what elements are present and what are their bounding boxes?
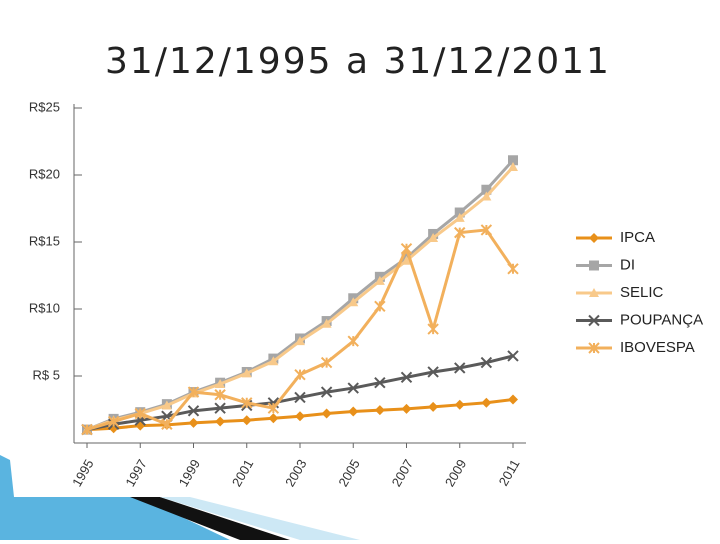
- series-line: [86, 159, 515, 431]
- series: [81, 224, 519, 436]
- x-tick-label: 2003: [282, 457, 309, 490]
- x-tick-label: 1997: [122, 457, 149, 490]
- marker: [241, 397, 253, 409]
- marker: [401, 255, 412, 265]
- x-tick-label: 1995: [69, 457, 96, 490]
- marker: [374, 275, 385, 285]
- marker: [454, 226, 466, 239]
- marker: [480, 356, 493, 369]
- series: [82, 161, 518, 434]
- marker: [508, 394, 518, 405]
- y-tick-label: R$20: [29, 166, 60, 181]
- marker: [295, 336, 305, 346]
- legend-marker: [588, 314, 600, 327]
- series-line: [86, 165, 515, 432]
- series-line: [86, 228, 515, 432]
- y-tick-label: R$ 5: [33, 367, 60, 382]
- swoosh-dark: [130, 497, 290, 540]
- legend-label: IBOVESPA: [620, 339, 695, 356]
- marker: [454, 362, 466, 374]
- decoration: [0, 455, 360, 540]
- legend-label: SELIC: [620, 284, 664, 301]
- legend-marker: [589, 260, 599, 271]
- marker: [134, 407, 146, 420]
- chart-title: 31/12/1995 a 31/12/2011: [105, 41, 611, 82]
- x-tick-label: 2009: [442, 457, 469, 490]
- marker: [268, 356, 279, 366]
- marker: [214, 389, 226, 401]
- marker: [481, 184, 492, 195]
- series: [82, 155, 518, 435]
- marker: [187, 405, 200, 417]
- marker: [294, 391, 306, 404]
- legend-label: DI: [620, 256, 635, 273]
- marker: [454, 399, 465, 410]
- marker: [161, 418, 173, 430]
- marker: [427, 366, 439, 378]
- marker: [107, 415, 120, 428]
- y-tick-label: R$25: [29, 99, 60, 114]
- y-tick-label: R$10: [29, 300, 60, 315]
- x-tick-label: 2007: [389, 457, 416, 490]
- marker: [481, 191, 492, 201]
- legend-label: POUPANÇA: [620, 311, 703, 328]
- legend-marker: [589, 288, 599, 297]
- marker: [321, 318, 332, 328]
- marker: [267, 402, 280, 414]
- marker: [294, 368, 306, 381]
- marker: [81, 423, 93, 436]
- marker: [268, 413, 279, 424]
- legend-marker: [589, 233, 599, 243]
- x-tick-label: 2011: [496, 457, 523, 489]
- legend-marker: [588, 342, 600, 354]
- marker: [241, 368, 252, 378]
- marker: [428, 232, 439, 242]
- marker: [188, 417, 199, 428]
- marker: [320, 356, 333, 369]
- marker: [400, 242, 413, 255]
- x-tick-label: 2005: [335, 457, 362, 490]
- marker: [295, 411, 305, 422]
- series: [82, 394, 518, 435]
- y-tick-label: R$15: [29, 233, 60, 248]
- marker: [481, 397, 492, 408]
- marker: [347, 335, 359, 347]
- marker: [348, 297, 359, 307]
- marker: [507, 263, 519, 275]
- marker: [374, 300, 386, 313]
- marker: [507, 350, 519, 362]
- marker: [454, 212, 465, 222]
- marker: [374, 405, 385, 416]
- marker: [427, 323, 439, 335]
- marker: [347, 382, 359, 394]
- series: [81, 350, 519, 436]
- marker: [400, 371, 413, 384]
- swoosh-light: [160, 497, 360, 540]
- marker: [241, 415, 252, 426]
- marker: [321, 408, 332, 419]
- marker: [480, 224, 493, 236]
- marker: [428, 401, 439, 412]
- marker: [215, 416, 226, 427]
- marker: [508, 161, 518, 171]
- marker: [161, 400, 172, 410]
- marker: [374, 376, 386, 389]
- marker: [187, 386, 200, 398]
- legend-label: IPCA: [620, 229, 655, 246]
- marker: [320, 386, 333, 398]
- x-tick-label: 2001: [229, 457, 256, 490]
- marker: [214, 402, 226, 414]
- marker: [508, 155, 518, 166]
- marker: [401, 403, 412, 414]
- marker: [454, 207, 465, 218]
- x-tick-label: 1999: [176, 457, 203, 490]
- marker: [215, 379, 226, 389]
- swoosh: [0, 455, 230, 540]
- marker: [348, 406, 359, 417]
